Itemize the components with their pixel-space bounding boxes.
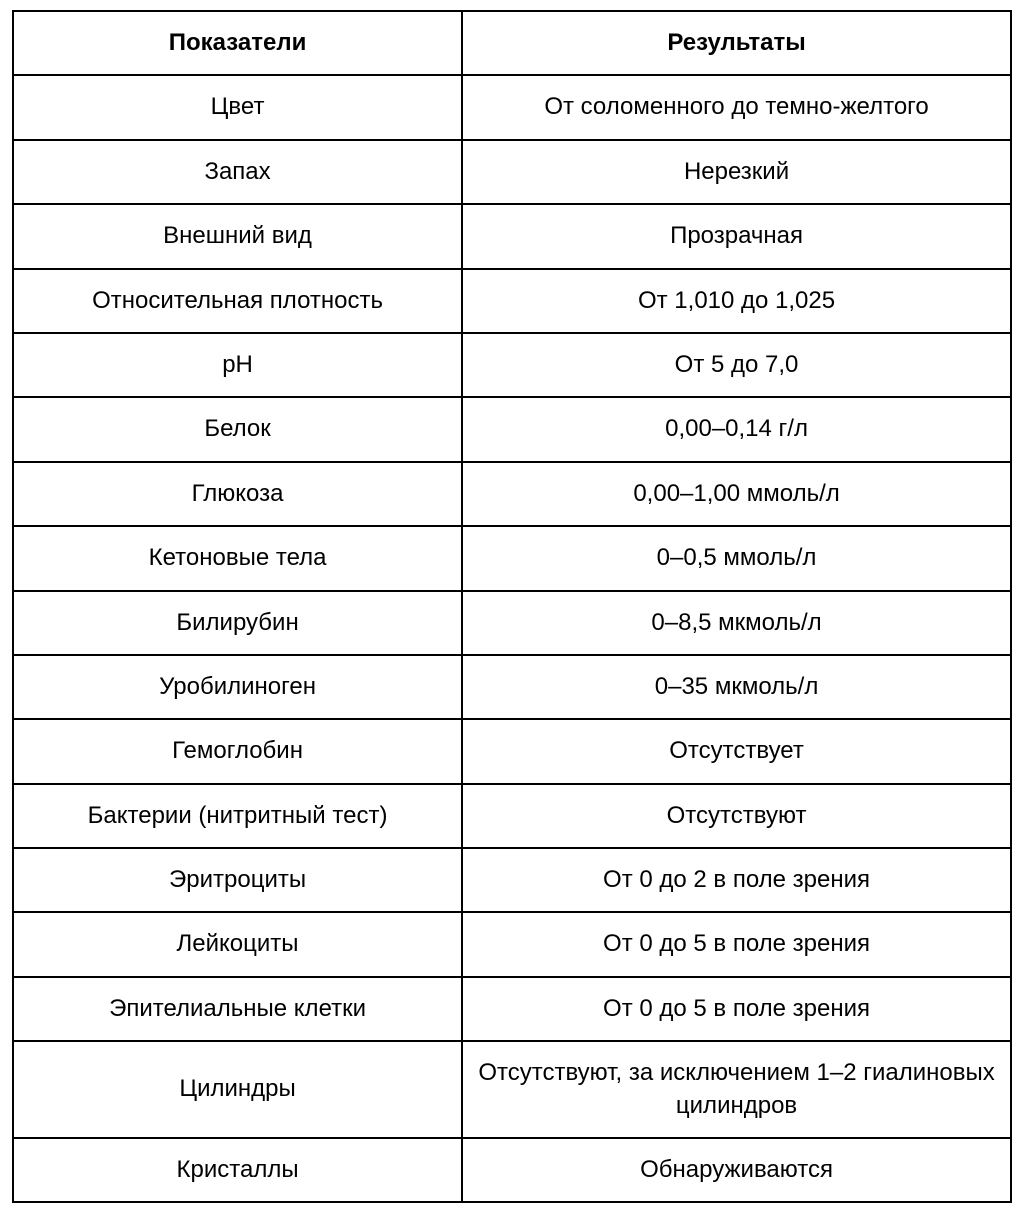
cell-indicator: Уробилиноген <box>13 655 462 719</box>
cell-indicator: pH <box>13 333 462 397</box>
cell-result: Обнаруживаются <box>462 1138 1011 1202</box>
cell-indicator: Внешний вид <box>13 204 462 268</box>
results-table: Показатели Результаты Цвет От соломенног… <box>12 10 1012 1203</box>
table-row: Лейкоциты От 0 до 5 в поле зрения <box>13 912 1011 976</box>
cell-indicator: Запах <box>13 140 462 204</box>
table-row: Запах Нерезкий <box>13 140 1011 204</box>
cell-result: От 0 до 2 в поле зрения <box>462 848 1011 912</box>
table-row: Уробилиноген 0–35 мкмоль/л <box>13 655 1011 719</box>
cell-indicator: Бактерии (нитритный тест) <box>13 784 462 848</box>
cell-result: От соломенного до темно-желтого <box>462 75 1011 139</box>
cell-result: Отсутствуют <box>462 784 1011 848</box>
cell-result: 0,00–0,14 г/л <box>462 397 1011 461</box>
table-row: Билирубин 0–8,5 мкмоль/л <box>13 591 1011 655</box>
cell-indicator: Кетоновые тела <box>13 526 462 590</box>
cell-indicator: Лейкоциты <box>13 912 462 976</box>
table-row: Эпителиальные клетки От 0 до 5 в поле зр… <box>13 977 1011 1041</box>
cell-indicator: Эпителиальные клетки <box>13 977 462 1041</box>
cell-indicator: Эритроциты <box>13 848 462 912</box>
cell-indicator: Белок <box>13 397 462 461</box>
cell-indicator: Билирубин <box>13 591 462 655</box>
table-row: Гемоглобин Отсутствует <box>13 719 1011 783</box>
table-row: Кристаллы Обнаруживаются <box>13 1138 1011 1202</box>
cell-result: Отсутствует <box>462 719 1011 783</box>
cell-result: От 5 до 7,0 <box>462 333 1011 397</box>
header-indicator: Показатели <box>13 11 462 75</box>
cell-result: 0,00–1,00 ммоль/л <box>462 462 1011 526</box>
cell-result: 0–35 мкмоль/л <box>462 655 1011 719</box>
table-header-row: Показатели Результаты <box>13 11 1011 75</box>
cell-result: 0–8,5 мкмоль/л <box>462 591 1011 655</box>
table-row: Цвет От соломенного до темно-желтого <box>13 75 1011 139</box>
cell-result: 0–0,5 ммоль/л <box>462 526 1011 590</box>
table-row: pH От 5 до 7,0 <box>13 333 1011 397</box>
table-row: Относительная плотность От 1,010 до 1,02… <box>13 269 1011 333</box>
cell-result: От 0 до 5 в поле зрения <box>462 977 1011 1041</box>
cell-result: Нерезкий <box>462 140 1011 204</box>
cell-result: Отсутствуют, за исключением 1–2 гиалинов… <box>462 1041 1011 1138</box>
cell-indicator: Гемоглобин <box>13 719 462 783</box>
cell-indicator: Кристаллы <box>13 1138 462 1202</box>
table-row: Цилиндры Отсутствуют, за исключением 1–2… <box>13 1041 1011 1138</box>
cell-indicator: Глюкоза <box>13 462 462 526</box>
cell-result: От 1,010 до 1,025 <box>462 269 1011 333</box>
table-row: Эритроциты От 0 до 2 в поле зрения <box>13 848 1011 912</box>
table-row: Кетоновые тела 0–0,5 ммоль/л <box>13 526 1011 590</box>
cell-indicator: Цвет <box>13 75 462 139</box>
cell-result: От 0 до 5 в поле зрения <box>462 912 1011 976</box>
cell-indicator: Относительная плотность <box>13 269 462 333</box>
table-row: Внешний вид Прозрачная <box>13 204 1011 268</box>
cell-indicator: Цилиндры <box>13 1041 462 1138</box>
cell-result: Прозрачная <box>462 204 1011 268</box>
table-row: Глюкоза 0,00–1,00 ммоль/л <box>13 462 1011 526</box>
table-row: Белок 0,00–0,14 г/л <box>13 397 1011 461</box>
header-result: Результаты <box>462 11 1011 75</box>
table-row: Бактерии (нитритный тест) Отсутствуют <box>13 784 1011 848</box>
